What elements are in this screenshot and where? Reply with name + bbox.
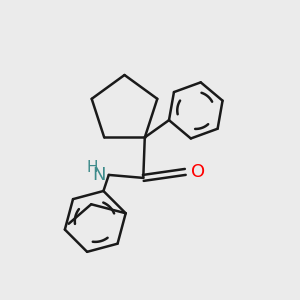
Text: H: H bbox=[86, 160, 98, 175]
Text: O: O bbox=[191, 163, 205, 181]
Text: N: N bbox=[92, 166, 106, 184]
